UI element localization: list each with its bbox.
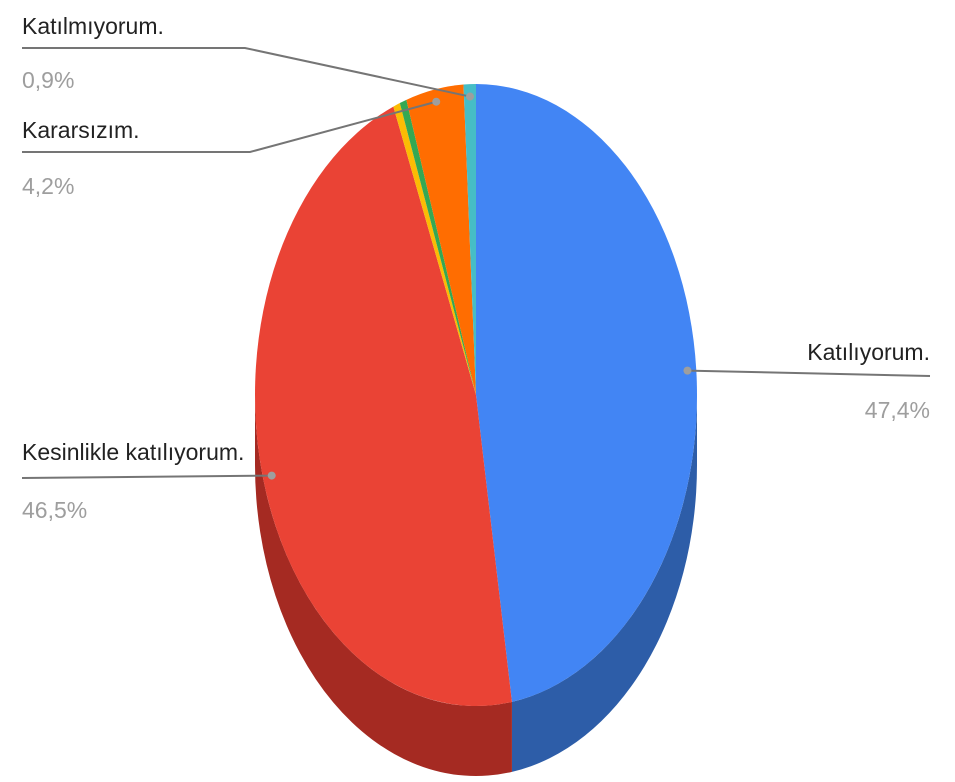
slice-label-katiliyorum: Katılıyorum.: [807, 339, 930, 365]
leader-line-group: [21, 47, 931, 480]
pie-slice-katilmiyorum: [463, 84, 476, 395]
leader-dot-katiliyorum: [683, 366, 692, 375]
leader-line-katiliyorum: [687, 369, 931, 377]
pie-side-group: [255, 395, 697, 776]
pie-slice-kesinlikle-katiliyorum: [255, 106, 512, 706]
pie-side-katiliyorum: [511, 395, 697, 772]
slice-label-katilmiyorum: Katılmıyorum.: [22, 13, 164, 39]
leader-dot-katilmiyorum: [466, 92, 475, 101]
pie-slice-group: [255, 84, 697, 706]
pie-slice-slice-3: [399, 99, 476, 395]
leader-line-katilmiyorum: [22, 47, 471, 98]
leader-line-kesinlikle-katiliyorum: [21, 474, 272, 479]
leader-dot-kararsizim: [432, 97, 441, 106]
pie-slice-slice-2: [393, 103, 476, 395]
slice-label-kararsizim: Kararsızım.: [22, 117, 140, 143]
leader-line-kararsizim: [22, 100, 437, 153]
pie-slice-kararsizim: [406, 84, 476, 395]
slice-value-kesinlikle-katiliyorum: 46,5%: [22, 497, 87, 523]
pie-side-kesinlikle-katiliyorum: [255, 395, 512, 776]
slice-value-kararsizim: 4,2%: [22, 173, 74, 199]
slice-value-katiliyorum: 47,4%: [865, 397, 930, 423]
pie-slice-katiliyorum: [476, 84, 697, 702]
slice-value-katilmiyorum: 0,9%: [22, 67, 74, 93]
slice-label-kesinlikle-katiliyorum: Kesinlikle katılıyorum.: [22, 439, 244, 465]
leader-dot-kesinlikle-katiliyorum: [267, 471, 276, 480]
